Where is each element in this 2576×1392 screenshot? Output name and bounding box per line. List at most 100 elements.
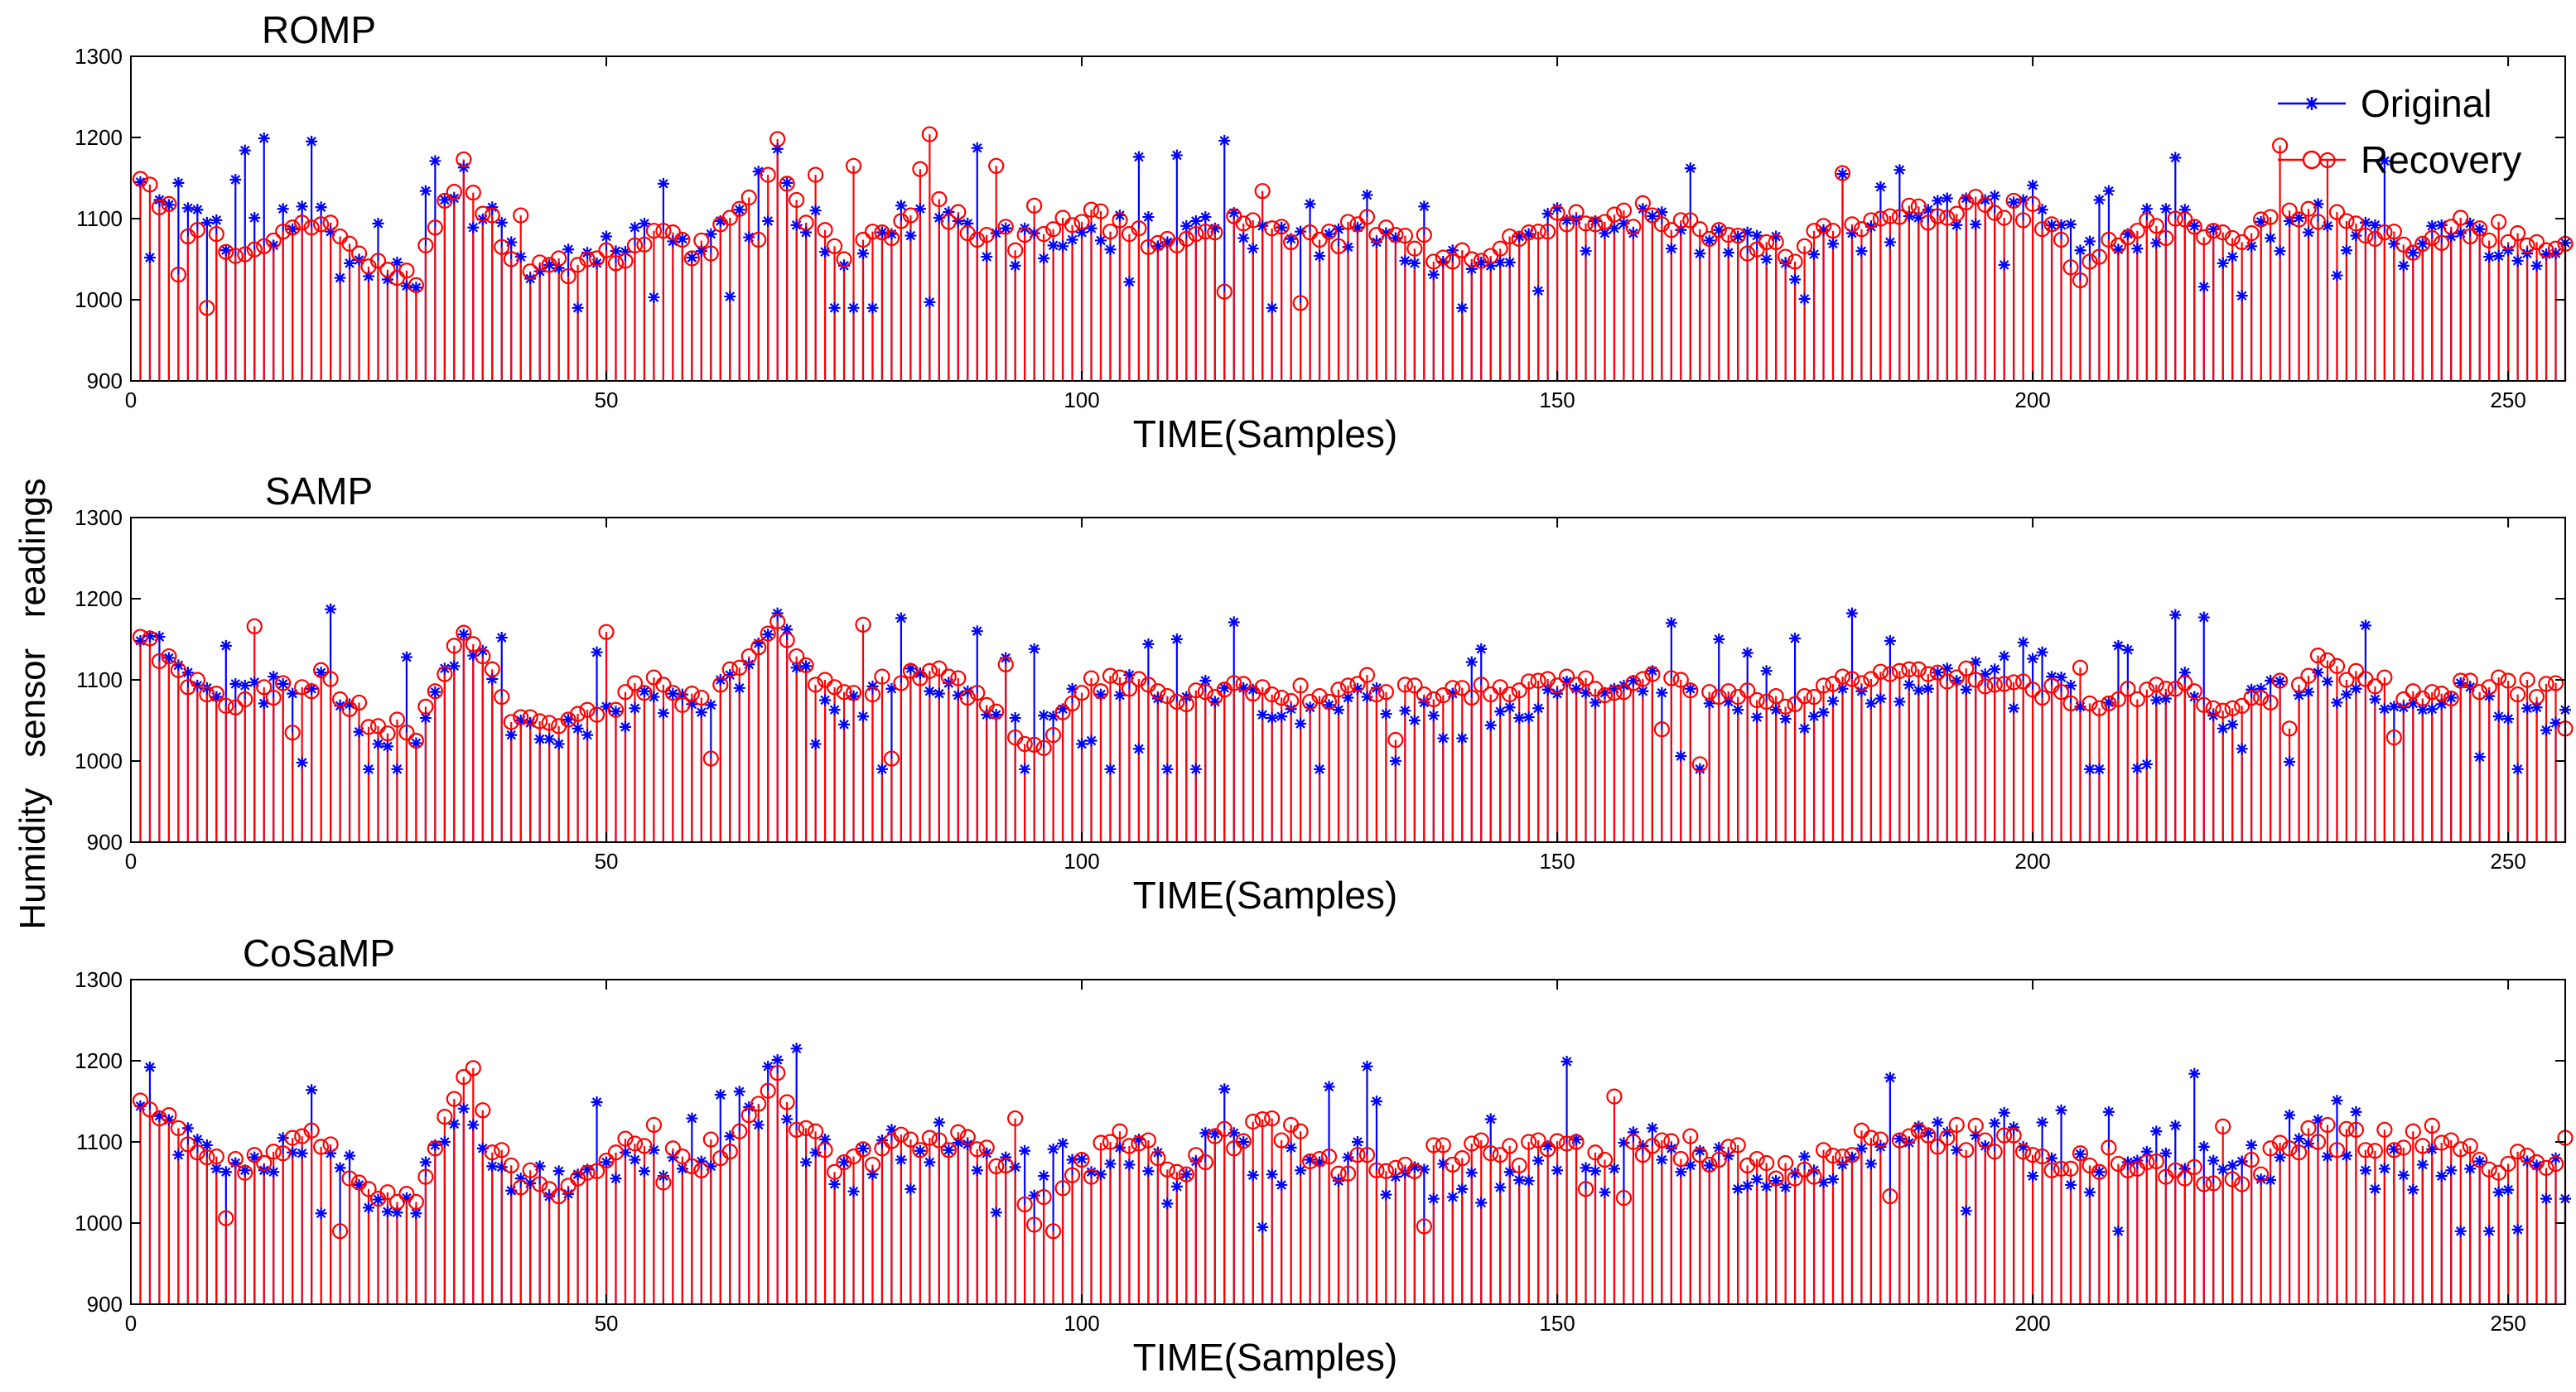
recovery-marker (2491, 1164, 2507, 1181)
original-marker (572, 722, 584, 735)
original-marker (1599, 686, 1611, 699)
recovery-marker (2328, 657, 2346, 674)
original-marker (200, 1139, 213, 1151)
original-marker (2549, 248, 2562, 260)
recovery-marker (674, 1149, 691, 1165)
original-marker (372, 738, 384, 750)
recovery-marker (2243, 689, 2260, 706)
recovery-marker (1502, 1138, 1518, 1154)
recovery-marker (1806, 223, 1822, 239)
recovery-marker (503, 251, 519, 267)
original-marker (543, 733, 556, 745)
original-marker (2055, 1104, 2067, 1116)
recovery-marker (2224, 1171, 2241, 1187)
recovery-marker (2015, 212, 2032, 229)
original-marker (1437, 732, 1450, 744)
original-marker (277, 203, 289, 215)
original-marker (1998, 258, 2010, 271)
original-marker (1903, 210, 1915, 223)
original-marker (2293, 1133, 2305, 1145)
original-marker (2540, 1192, 2553, 1205)
original-marker (419, 1156, 432, 1168)
recovery-marker (2500, 234, 2516, 251)
original-marker (1979, 1139, 1991, 1152)
original-marker (2036, 1116, 2048, 1129)
recovery-marker (2186, 1158, 2202, 1175)
original-marker (1028, 1189, 1040, 1202)
recovery-marker (607, 1144, 625, 1161)
original-marker (2483, 1225, 2496, 1237)
recovery-marker (2443, 219, 2459, 235)
original-marker (695, 1155, 707, 1168)
subplot-samp: 0 50 100 150 200 250 900 1000 1100 1200 1300 SAMP TI… (75, 470, 2574, 917)
recovery-marker (1425, 253, 1442, 270)
recovery-marker (1691, 1147, 1708, 1163)
recovery-marker (2328, 1142, 2346, 1158)
recovery-marker (1568, 204, 1585, 220)
y-tick-label: 900 (87, 1292, 123, 1317)
recovery-marker (1577, 670, 1594, 686)
recovery-marker (988, 703, 1005, 720)
recovery-marker (1140, 1132, 1157, 1149)
original-marker (344, 1149, 356, 1162)
recovery-marker (1806, 1168, 1822, 1185)
recovery-marker (1929, 1139, 1946, 1155)
recovery-marker (1672, 212, 1689, 229)
recovery-marker (683, 250, 700, 267)
original-marker (1561, 214, 1573, 226)
recovery-marker (2234, 697, 2250, 714)
original-marker (2046, 671, 2058, 683)
original-marker (1941, 192, 1953, 205)
original-marker (676, 688, 688, 701)
recovery-marker (189, 1144, 205, 1161)
original-marker (2378, 703, 2390, 715)
original-marker (714, 214, 726, 227)
recovery-marker (693, 689, 710, 706)
recovery-marker (1644, 207, 1661, 224)
original-marker (1513, 230, 1526, 243)
recovery-marker (1815, 218, 1832, 234)
original-marker (1170, 1180, 1183, 1192)
recovery-marker (1406, 677, 1423, 694)
recovery-marker (417, 237, 434, 253)
recovery-marker (1853, 221, 1870, 238)
original-marker (1304, 1154, 1316, 1166)
recovery-marker (408, 732, 425, 749)
original-marker (191, 679, 204, 691)
recovery-marker (779, 1094, 795, 1110)
recovery-marker (541, 715, 557, 731)
original-marker (2112, 243, 2125, 256)
original-marker (2464, 1163, 2477, 1175)
recovery-marker (1150, 234, 1166, 251)
recovery-marker (1596, 687, 1614, 704)
original-marker (1370, 1096, 1382, 1107)
recovery-marker (2319, 1116, 2336, 1134)
x-tick-label: 150 (1539, 1311, 1575, 1336)
recovery-marker (579, 701, 596, 718)
original-marker (2207, 223, 2220, 235)
original-marker (476, 644, 489, 657)
original-marker (1009, 259, 1021, 272)
original-marker (495, 216, 508, 229)
recovery-marker (1844, 1147, 1860, 1163)
original-marker (533, 1160, 546, 1173)
recovery-marker (1939, 1129, 1956, 1146)
recovery-marker (959, 1129, 976, 1145)
recovery-marker (893, 675, 909, 691)
recovery-marker (2177, 1170, 2193, 1187)
recovery-marker (2224, 700, 2241, 716)
original-marker (914, 203, 926, 215)
original-marker (1218, 682, 1231, 694)
subplot-romp: 0 50 100 150 200 250 900 1000 1100 1200 1300 ROMP TI… (75, 8, 2574, 455)
recovery-marker (1606, 685, 1623, 701)
recovery-marker (997, 656, 1014, 672)
recovery-marker (1568, 1134, 1585, 1150)
original-marker (2435, 698, 2448, 710)
recovery-marker (1710, 222, 1727, 238)
recovery-marker (645, 1116, 663, 1134)
original-marker (2083, 763, 2096, 775)
original-marker (1323, 1081, 1335, 1093)
recovery-marker (1615, 202, 1633, 219)
y-tick-label: 1100 (76, 206, 123, 231)
recovery-marker (883, 750, 900, 767)
